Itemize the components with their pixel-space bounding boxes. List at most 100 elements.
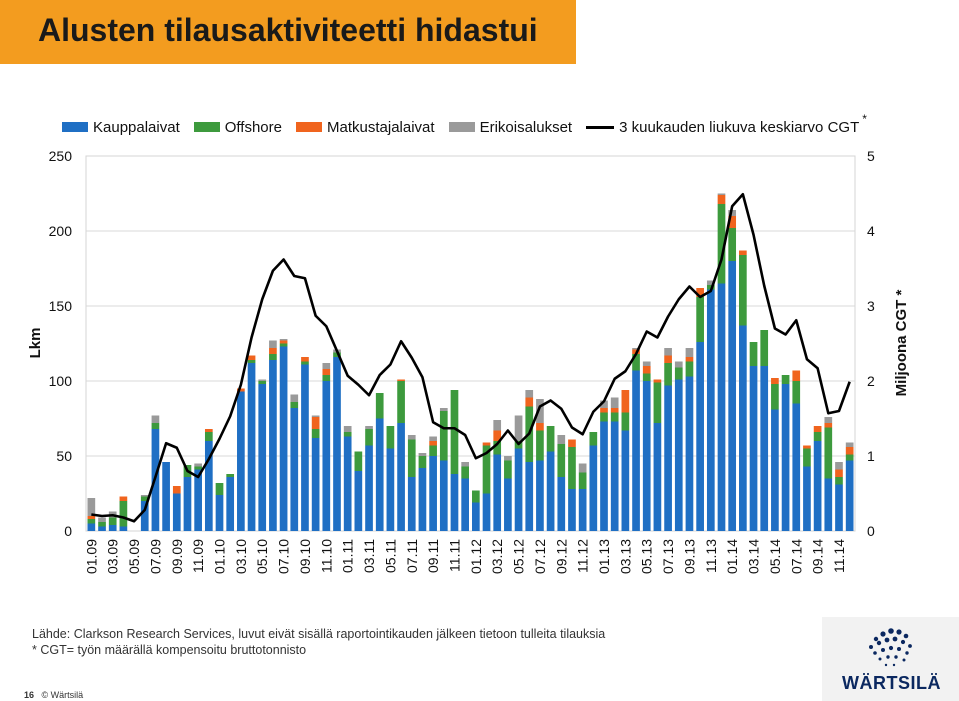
bar-offshore bbox=[119, 501, 128, 527]
bar-matkustajalaivat bbox=[792, 370, 801, 381]
y2-axis-title: Miljoona CGT * bbox=[893, 290, 910, 397]
bar-erikoisalukset bbox=[504, 456, 512, 461]
bar-offshore bbox=[108, 517, 117, 525]
bar-offshore bbox=[546, 426, 555, 452]
bar-kauppalaivat bbox=[237, 391, 245, 531]
bar-matkustajalaivat bbox=[771, 378, 779, 384]
bar-kauppalaivat bbox=[215, 495, 224, 531]
bar-offshore bbox=[204, 432, 213, 441]
x-tick-label: 01.09 bbox=[83, 539, 99, 574]
chart-legend: Kauppalaivat Offshore Matkustajalaivat E… bbox=[62, 112, 881, 138]
y2-tick-label: 2 bbox=[867, 373, 875, 389]
bar-kauppalaivat bbox=[183, 477, 192, 531]
x-tick-label: 03.14 bbox=[746, 539, 762, 574]
bar-offshore bbox=[493, 441, 502, 455]
y-tick-label: 50 bbox=[56, 448, 72, 464]
y2-tick-label: 3 bbox=[867, 298, 875, 314]
bar-offshore bbox=[333, 352, 341, 357]
x-tick-label: 03.10 bbox=[233, 539, 249, 574]
bar-kauppalaivat bbox=[482, 493, 491, 531]
bar-kauppalaivat bbox=[258, 384, 267, 531]
bar-matkustajalaivat bbox=[696, 288, 704, 297]
bar-kauppalaivat bbox=[728, 261, 737, 531]
bar-offshore bbox=[418, 456, 427, 468]
x-tick-label: 09.12 bbox=[553, 539, 569, 574]
bar-erikoisalukset bbox=[194, 463, 202, 467]
bar-offshore bbox=[365, 429, 373, 446]
y2-tick-label: 0 bbox=[867, 523, 875, 539]
wartsila-logo: WÄRTSILÄ bbox=[822, 617, 959, 701]
x-tick-label: 01.14 bbox=[724, 539, 740, 574]
bar-kauppalaivat bbox=[813, 441, 822, 531]
legend-item-matkustajalaivat: Matkustajalaivat bbox=[296, 119, 435, 136]
legend-label-cgt-line: 3 kuukauden liukuva keskiarvo CGT bbox=[619, 118, 860, 136]
x-tick-label: 07.14 bbox=[788, 539, 804, 574]
y2-tick-label: 5 bbox=[867, 148, 875, 164]
bar-erikoisalukset bbox=[418, 453, 427, 456]
copyright: © Wärtsilä bbox=[41, 690, 84, 700]
logo-wordmark: WÄRTSILÄ bbox=[842, 673, 941, 693]
legend-swatch-kauppalaivat bbox=[62, 122, 88, 132]
bar-erikoisalukset bbox=[835, 462, 843, 470]
bar-matkustajalaivat bbox=[482, 442, 491, 446]
bar-kauppalaivat bbox=[781, 384, 790, 531]
bar-kauppalaivat bbox=[204, 441, 213, 531]
bar-erikoisalukset bbox=[728, 210, 737, 216]
x-tick-label: 03.13 bbox=[617, 539, 633, 574]
bar-kauppalaivat bbox=[172, 493, 181, 531]
bar-matkustajalaivat bbox=[301, 357, 309, 362]
bar-matkustajalaivat bbox=[664, 355, 672, 363]
bar-erikoisalukset bbox=[343, 426, 352, 432]
bar-matkustajalaivat bbox=[119, 496, 128, 501]
bar-offshore bbox=[621, 412, 630, 431]
bar-offshore bbox=[375, 393, 384, 419]
x-tick-label: 09.10 bbox=[297, 539, 313, 574]
x-tick-label: 07.10 bbox=[276, 539, 292, 574]
x-tick-label: 05.09 bbox=[126, 539, 142, 574]
bar-matkustajalaivat bbox=[269, 348, 277, 354]
bar-offshore bbox=[749, 342, 758, 366]
bar-kauppalaivat bbox=[226, 477, 235, 531]
x-tick-label: 07.12 bbox=[532, 539, 548, 574]
bar-offshore bbox=[813, 432, 822, 441]
x-tick-label: 05.11 bbox=[382, 539, 398, 573]
bar-erikoisalukset bbox=[600, 400, 608, 408]
bar-matkustajalaivat bbox=[568, 439, 576, 447]
x-tick-label: 07.13 bbox=[660, 539, 676, 574]
bar-kauppalaivat bbox=[653, 423, 662, 531]
bar-matkustajalaivat bbox=[536, 423, 544, 431]
y-axis-title: Lkm bbox=[27, 328, 44, 359]
bar-offshore bbox=[140, 496, 149, 501]
bar-matkustajalaivat bbox=[172, 486, 181, 494]
bar-kauppalaivat bbox=[706, 289, 715, 531]
bar-kauppalaivat bbox=[418, 468, 427, 531]
bar-matkustajalaivat bbox=[87, 516, 96, 519]
bar-kauppalaivat bbox=[536, 460, 544, 531]
legend-swatch-matkustajalaivat bbox=[296, 122, 322, 132]
bar-offshore bbox=[536, 430, 544, 461]
bar-matkustajalaivat bbox=[728, 216, 737, 228]
bar-offshore bbox=[674, 367, 683, 380]
legend-label-kauppalaivat: Kauppalaivat bbox=[93, 118, 180, 136]
bar-erikoisalukset bbox=[98, 517, 106, 522]
bar-erikoisalukset bbox=[87, 498, 96, 516]
bar-kauppalaivat bbox=[632, 370, 640, 531]
legend-swatch-cgt-line bbox=[586, 125, 615, 129]
bar-offshore bbox=[407, 439, 416, 477]
bar-kauppalaivat bbox=[514, 448, 523, 531]
bar-offshore bbox=[771, 384, 779, 410]
x-tick-label: 01.10 bbox=[212, 539, 228, 574]
y2-tick-label: 1 bbox=[867, 448, 875, 464]
bar-kauppalaivat bbox=[162, 462, 170, 531]
bar-erikoisalukset bbox=[258, 379, 267, 381]
page-number: 16 bbox=[24, 690, 35, 700]
bar-offshore bbox=[504, 460, 512, 479]
bar-offshore bbox=[792, 381, 801, 404]
bar-erikoisalukset bbox=[610, 397, 619, 408]
bar-offshore bbox=[258, 381, 267, 384]
bar-erikoisalukset bbox=[311, 415, 320, 417]
bar-offshore bbox=[557, 444, 566, 477]
bar-kauppalaivat bbox=[674, 379, 683, 531]
bar-erikoisalukset bbox=[706, 280, 715, 285]
bar-offshore bbox=[835, 477, 843, 485]
